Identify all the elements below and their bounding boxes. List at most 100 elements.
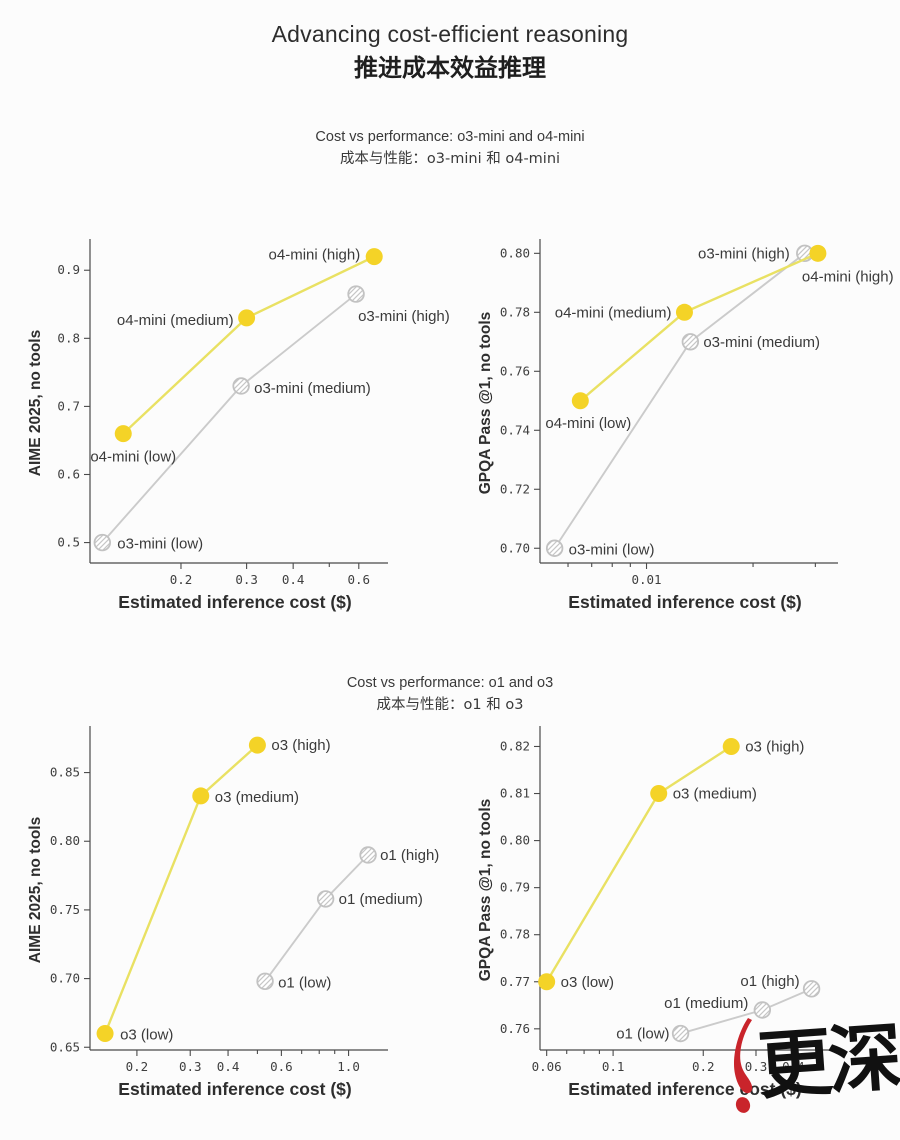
y-tick-label: 0.80	[500, 245, 530, 260]
chart-gpqa-o1-o3: 0.76 0.77 0.78 0.79 0.80 0.81 0.82 0.06 0.1 0.2 0.…	[477, 726, 838, 1099]
marker-o1	[256, 972, 274, 991]
point-label: o4-mini (high)	[269, 247, 361, 264]
x-tick-label: 0.2	[126, 1059, 149, 1074]
series-line-o1	[264, 854, 369, 982]
point-label: o1 (low)	[278, 974, 331, 991]
point-label: o4-mini (low)	[545, 415, 631, 432]
section-2-subtitle: Cost vs performance: o1 and o3	[346, 675, 554, 691]
point-label: o3-mini (medium)	[254, 380, 371, 397]
marker-o3-mini	[347, 285, 365, 303]
point-label: o1 (medium)	[664, 995, 748, 1012]
point-label: o3-mini (low)	[117, 536, 203, 553]
y-tick-label: 0.80	[500, 833, 530, 848]
y-tick-label: 0.6	[57, 466, 80, 481]
point-label: o4-mini (high)	[802, 268, 894, 285]
x-tick-label: 0.1	[602, 1059, 625, 1074]
y-axis-title: GPQA Pass @1, no tools	[477, 312, 494, 495]
marker-o1	[753, 1001, 772, 1019]
y-tick-label: 0.75	[50, 902, 80, 917]
chart-aime-o1-o3: 0.65 0.70 0.75 0.80 0.85 0.2 0.3 0.4 0.6 1.0 Estim…	[27, 726, 439, 1099]
marker-o4-mini	[809, 244, 827, 262]
marker-o4-mini	[675, 303, 693, 321]
y-tick-label: 0.65	[50, 1039, 80, 1054]
y-tick-label: 0.78	[500, 304, 530, 319]
marker-o1	[359, 846, 377, 864]
point-label: o3 (medium)	[215, 789, 299, 806]
marker-o3	[650, 785, 668, 803]
y-tick-label: 0.72	[500, 481, 530, 496]
section-2-header: Cost vs performance: o1 and o3 成本与性能：o1 …	[0, 673, 900, 716]
x-axis-title: Estimated inference cost ($)	[568, 592, 801, 612]
y-tick-label: 0.82	[500, 738, 530, 753]
marker-o3	[722, 737, 740, 755]
x-tick-label: 1.0	[337, 1059, 360, 1074]
x-tick-label: 0.6	[348, 572, 371, 587]
marker-o3	[96, 1025, 114, 1043]
marker-o3-mini	[681, 333, 700, 351]
y-tick-label: 0.5	[57, 535, 80, 550]
y-tick-label: 0.70	[500, 540, 530, 555]
watermark-text: 更深	[755, 1014, 900, 1110]
point-label: o3 (low)	[561, 974, 614, 991]
y-tick-label: 0.76	[500, 1021, 530, 1036]
x-tick-label: 0.2	[692, 1059, 715, 1074]
y-tick-label: 0.7	[57, 398, 80, 413]
watermark-logo: 更深	[726, 1006, 900, 1118]
marker-o3	[192, 787, 210, 805]
y-tick-label: 0.76	[500, 363, 530, 378]
section-1-header: Cost vs performance: o3-mini and o4-mini…	[0, 127, 900, 170]
y-tick-label: 0.80	[50, 833, 80, 848]
point-label: o3-mini (medium)	[703, 334, 820, 351]
point-label: o3 (high)	[745, 738, 804, 755]
y-tick-label: 0.81	[500, 786, 530, 801]
y-axis-title: GPQA Pass @1, no tools	[477, 799, 494, 982]
marker-o4-mini	[365, 248, 383, 266]
point-label: o3-mini (low)	[569, 541, 655, 558]
series-line-o4-mini	[122, 255, 375, 435]
x-tick-label: 0.3	[235, 572, 258, 587]
marker-o1	[802, 980, 821, 998]
x-tick-label: 0.3	[745, 1059, 768, 1074]
marker-o4-mini	[114, 425, 132, 443]
point-label: o3 (low)	[120, 1027, 173, 1044]
main-header: Advancing cost-efficient reasoning 推进成本效…	[0, 18, 900, 86]
marker-o1	[316, 890, 335, 908]
marker-o1	[671, 1024, 690, 1043]
y-tick-label: 0.70	[50, 971, 80, 986]
series-line-o3	[545, 745, 732, 983]
x-tick-label: 0.4	[217, 1059, 240, 1074]
x-tick-label: 0.01	[631, 572, 661, 587]
section-1-subtitle-zh: 成本与性能：o3-mini 和 o4-mini	[339, 151, 561, 167]
marker-o3-mini	[93, 533, 111, 552]
x-tick-label: 0.4	[782, 1059, 805, 1074]
point-label: o4-mini (medium)	[555, 304, 672, 321]
marker-o4-mini	[571, 392, 589, 410]
x-tick-label: 0.6	[270, 1059, 293, 1074]
y-tick-label: 0.74	[500, 422, 530, 437]
x-tick-label: 0.2	[170, 572, 193, 587]
x-tick-label: 0.4	[282, 572, 305, 587]
point-label: o3 (high)	[271, 737, 330, 754]
marker-o3-mini	[232, 377, 250, 395]
point-label: o1 (medium)	[339, 891, 423, 908]
y-tick-label: 0.78	[500, 927, 530, 942]
y-tick-label: 0.77	[500, 974, 530, 989]
point-label: o1 (high)	[740, 973, 799, 990]
point-label: o1 (high)	[380, 847, 439, 864]
section-1-subtitle: Cost vs performance: o3-mini and o4-mini	[315, 129, 585, 145]
y-tick-label: 0.79	[500, 880, 530, 895]
y-tick-label: 0.85	[50, 765, 80, 780]
x-tick-label: 0.06	[532, 1059, 562, 1074]
point-label: o3-mini (high)	[358, 308, 450, 325]
marker-o4-mini	[238, 309, 256, 327]
section-2-subtitle-zh: 成本与性能：o1 和 o3	[376, 697, 524, 713]
y-axis-title: AIME 2025, no tools	[27, 817, 44, 963]
x-axis-title: Estimated inference cost ($)	[118, 592, 351, 612]
point-label: o3-mini (high)	[698, 245, 790, 262]
point-label: o4-mini (medium)	[117, 312, 234, 329]
chart-aime-o3mini-o4mini: 0.5 0.6 0.7 0.8 0.9 0.2 0.3 0.4 0.6 Estimated inf…	[27, 239, 450, 612]
page-title-zh: 推进成本效益推理	[354, 54, 546, 82]
y-tick-label: 0.8	[57, 330, 80, 345]
marker-o3	[538, 973, 556, 991]
